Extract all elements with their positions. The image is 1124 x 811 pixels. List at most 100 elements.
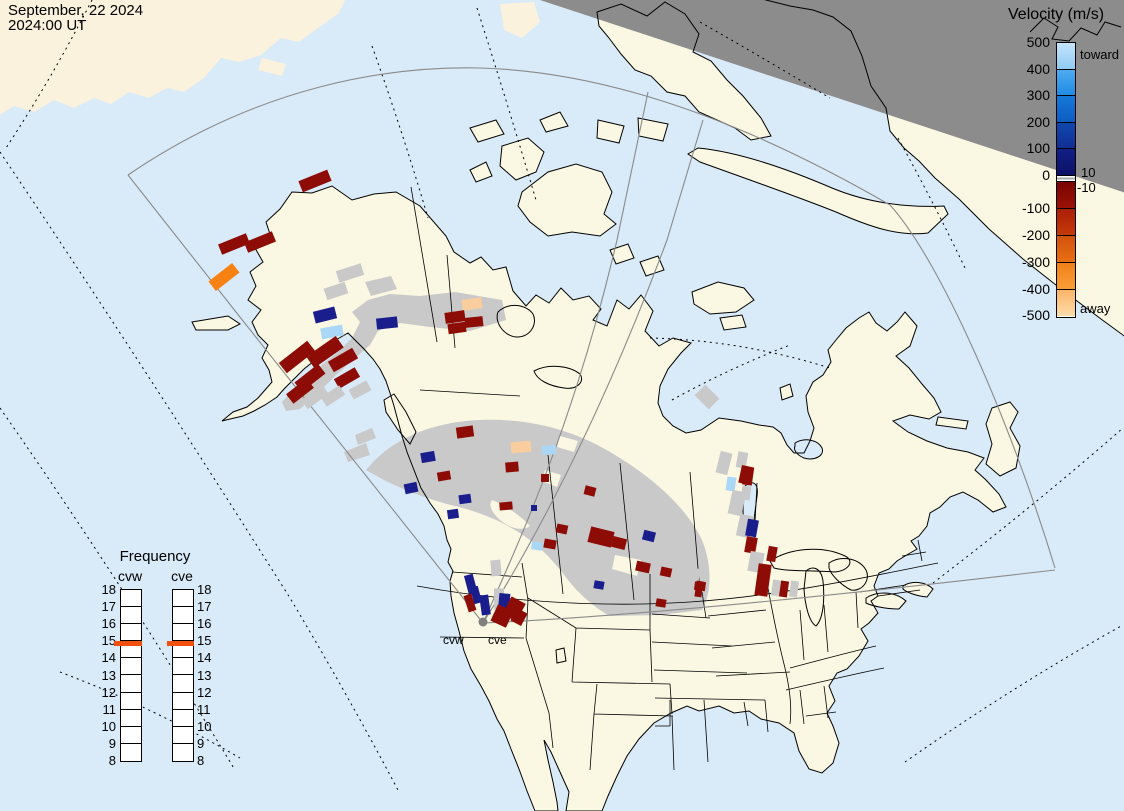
- frequency-scale-label: 16: [101, 616, 116, 632]
- velocity-cell: [348, 380, 372, 400]
- night-terminator-shading: [540, 0, 1124, 193]
- velocity-cell: [505, 461, 519, 473]
- frequency-bar-cell: [121, 710, 141, 727]
- frequency-col-label-cvw: cvw: [117, 568, 143, 584]
- velocity-cell: [375, 316, 399, 330]
- velocity-cell: [694, 384, 720, 410]
- velocity-cell: [298, 169, 332, 193]
- toward-label: toward: [1080, 47, 1120, 62]
- frequency-bar-cell: [121, 624, 141, 642]
- velocity-cell: [735, 451, 749, 469]
- frequency-bar-cell: [173, 710, 193, 727]
- velocity-cell: [691, 568, 701, 582]
- velocity-tick-label: -500: [1021, 307, 1050, 324]
- frequency-scale-label: 16: [197, 616, 212, 632]
- frequency-scale-label: 11: [102, 701, 117, 717]
- velocity-cell: [320, 385, 346, 407]
- velocity-cell: [510, 440, 532, 454]
- frequency-bar-cell: [173, 641, 193, 659]
- velocity-cell: [655, 598, 667, 608]
- frequency-bar-cell: [121, 675, 141, 693]
- velocity-colorbar-segment: [1057, 182, 1075, 210]
- velocity-cell: [286, 378, 314, 404]
- frequency-bar-cell: [173, 658, 193, 676]
- velocity-cell: [555, 523, 569, 535]
- frequency-scale-label: 14: [101, 650, 116, 666]
- velocity-legend-title: Velocity (m/s): [1008, 6, 1105, 23]
- frequency-bar-cell: [121, 658, 141, 676]
- velocity-tick-label: 100: [1026, 140, 1050, 157]
- velocity-cell: [766, 545, 778, 563]
- velocity-colorbar-segment: [1057, 43, 1075, 70]
- frequency-bar-cvw: [120, 589, 142, 762]
- frequency-scale-label: 8: [197, 753, 205, 768]
- velocity-cell: [727, 489, 747, 517]
- velocity-cell: [745, 518, 759, 538]
- velocity-cell: [593, 580, 605, 590]
- velocity-cell: [464, 316, 484, 328]
- velocity-tick-label: -400: [1021, 280, 1050, 297]
- velocity-data-cells: [208, 169, 800, 628]
- velocity-cell: [530, 541, 544, 551]
- velocity-cell: [455, 425, 475, 439]
- velocity-colorbar-segment: [1057, 149, 1075, 176]
- velocity-colorbar-segment: [1057, 262, 1075, 290]
- velocity-cell: [335, 263, 365, 283]
- frequency-scale-label: 17: [197, 599, 212, 615]
- frequency-scale-label: 9: [197, 735, 205, 751]
- velocity-cell: [327, 347, 359, 373]
- velocity-cell: [715, 450, 733, 476]
- velocity-cell: [306, 335, 344, 369]
- velocity-cell: [778, 580, 790, 598]
- frequency-bar-cell: [121, 693, 141, 710]
- velocity-cell: [587, 526, 615, 548]
- frequency-marker-cve: [167, 641, 194, 646]
- frequency-legend-title: Frequency: [119, 548, 191, 565]
- frequency-bar-cell: [173, 727, 193, 744]
- frequency-bar-cell: [173, 624, 193, 642]
- velocity-colorbar-segment: [1057, 122, 1075, 150]
- frequency-scale-label: 15: [197, 633, 212, 649]
- velocity-colorbar-segment: [1057, 209, 1075, 236]
- velocity-tick-label: 0: [1042, 167, 1050, 183]
- velocity-cell: [479, 594, 491, 616]
- velocity-tick-label: 200: [1026, 113, 1050, 130]
- graticule-lines: [0, 0, 1124, 791]
- frequency-scale-label: 11: [197, 701, 211, 717]
- velocity-cell: [436, 470, 452, 482]
- velocity-cell: [463, 593, 477, 613]
- velocity-cell: [770, 579, 782, 597]
- frequency-scale-label: 12: [101, 684, 116, 700]
- velocity-cell: [531, 505, 537, 511]
- velocity-cell: [447, 321, 467, 335]
- coastlines-and-borders: [191, 0, 1124, 811]
- frequency-bar-cell: [173, 590, 193, 608]
- velocity-cell: [458, 493, 472, 505]
- velocity-cell: [244, 231, 276, 253]
- velocity-tick-label: -100: [1021, 200, 1050, 217]
- velocity-cell: [510, 608, 528, 626]
- site-label-cve: cve: [488, 633, 507, 647]
- site-label-cvw: cvw: [443, 633, 464, 647]
- frequency-bar-cell: [121, 590, 141, 608]
- frequency-scale-label: 12: [197, 684, 212, 700]
- velocity-cell: [320, 324, 344, 340]
- radar-site-dot: [478, 617, 488, 627]
- velocity-cell: [641, 529, 657, 543]
- frequency-bar-cell: [173, 675, 193, 693]
- radar-field-of-view-outline: [127, 67, 1056, 624]
- velocity-cell: [403, 481, 419, 495]
- velocity-cell: [323, 281, 349, 301]
- velocity-tick-label: 300: [1026, 87, 1050, 104]
- velocity-tick-label: 500: [1026, 34, 1050, 50]
- velocity-cell: [446, 508, 460, 520]
- velocity-cell: [333, 367, 361, 389]
- frequency-bar-cell: [121, 744, 141, 761]
- velocity-cell: [543, 538, 557, 550]
- velocity-cell: [725, 476, 737, 492]
- velocity-cell: [218, 233, 250, 255]
- frequency-bar-cell: [121, 727, 141, 744]
- frequency-bar-cell: [121, 641, 141, 659]
